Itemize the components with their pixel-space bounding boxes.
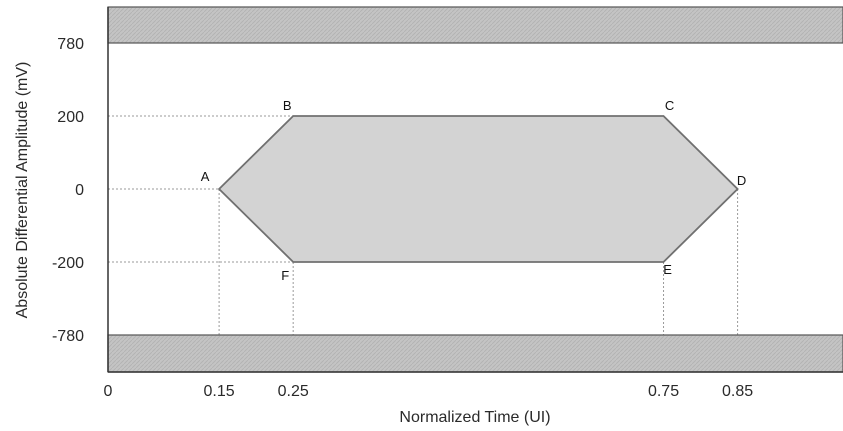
point-label-a: A bbox=[201, 169, 210, 184]
y-axis-title: Absolute Differential Amplitude (mV) bbox=[14, 62, 31, 319]
point-label-f: F bbox=[281, 268, 289, 283]
x-axis-title: Normalized Time (UI) bbox=[399, 409, 550, 426]
limit-bands bbox=[107, 6, 843, 373]
y-tick-label-neg200: -200 bbox=[52, 255, 84, 272]
axes bbox=[107, 7, 843, 373]
x-tick-label-0_25: 0.25 bbox=[278, 383, 309, 400]
eye-mask bbox=[217, 115, 739, 263]
limit-band-upper bbox=[107, 6, 843, 44]
point-labels: A B C D E F bbox=[201, 98, 747, 283]
limit-band-lower bbox=[107, 334, 843, 373]
y-tick-label-780: 780 bbox=[57, 36, 84, 53]
x-tick-label-0: 0 bbox=[104, 383, 113, 400]
point-label-e: E bbox=[663, 262, 672, 277]
x-tick-label-0_15: 0.15 bbox=[204, 383, 235, 400]
y-tick-label-0: 0 bbox=[75, 182, 84, 199]
x-tick-label-0_75: 0.75 bbox=[648, 383, 679, 400]
x-tick-label-0_85: 0.85 bbox=[722, 383, 753, 400]
point-label-d: D bbox=[737, 173, 746, 188]
y-tick-label-200: 200 bbox=[57, 109, 84, 126]
eye-mask-polygon bbox=[217, 115, 739, 263]
point-label-b: B bbox=[283, 98, 292, 113]
y-tick-label-neg780: -780 bbox=[52, 328, 84, 345]
point-label-c: C bbox=[665, 98, 674, 113]
